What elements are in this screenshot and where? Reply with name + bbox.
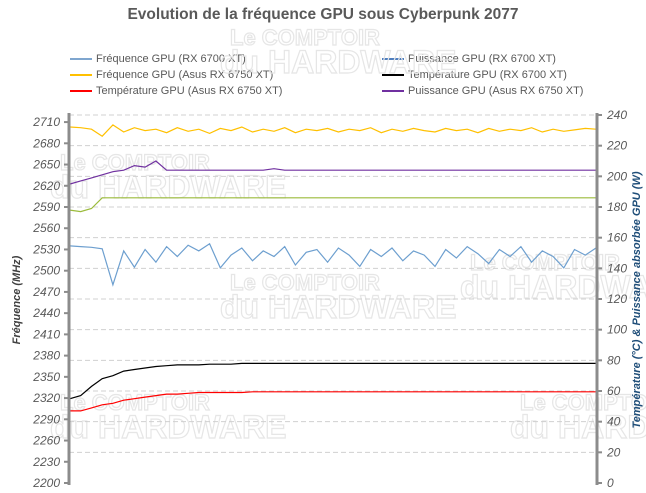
y-tick-label: 2410 bbox=[32, 327, 60, 341]
y2-tick-label: 80 bbox=[607, 353, 621, 367]
y2-tick-label: 100 bbox=[607, 323, 627, 337]
y2-tick-label: 160 bbox=[607, 231, 627, 245]
y2-tick-label: 140 bbox=[607, 261, 627, 275]
legend-item-power-6750xt: Puissance GPU (Asus RX 6750 XT) bbox=[382, 83, 583, 99]
y-tick-label: 2200 bbox=[32, 476, 60, 490]
series-line bbox=[69, 362, 596, 400]
legend-item-freq-6750xt: Fréquence GPU (Asus RX 6750 XT) bbox=[70, 67, 273, 83]
y-tick-label: 2380 bbox=[32, 349, 60, 363]
y-tick-label: 2620 bbox=[32, 179, 60, 193]
watermark-text: Le COMPTOIR bbox=[470, 250, 620, 275]
series-lines bbox=[69, 124, 597, 412]
y-tick-label: 2710 bbox=[32, 115, 60, 129]
watermark-text: du HARDWARE bbox=[220, 44, 456, 80]
axes: 2200223022602290232023502380241024402470… bbox=[32, 108, 627, 490]
legend-swatch bbox=[70, 58, 92, 60]
y-tick-label: 2440 bbox=[32, 306, 60, 320]
legend-label: Fréquence GPU (Asus RX 6750 XT) bbox=[96, 69, 274, 81]
legend-swatch bbox=[382, 90, 404, 92]
legend-item-temp-6750xt: Température GPU (Asus RX 6750 XT) bbox=[70, 83, 282, 99]
y2-tick-label: 200 bbox=[606, 169, 627, 183]
series-line bbox=[70, 391, 596, 412]
y-tick-label: 2320 bbox=[32, 391, 60, 405]
gridlines bbox=[69, 114, 597, 453]
watermark-text: Le COMPTOIR bbox=[60, 150, 210, 175]
y-tick-label: 2530 bbox=[32, 242, 60, 256]
legend-swatch bbox=[382, 74, 404, 76]
y-axis-title: Fréquence (MHz) bbox=[11, 255, 23, 344]
legend-item-freq-6700xt: Fréquence GPU (RX 6700 XT) bbox=[70, 51, 246, 67]
y2-axis-title: Température (°C) & Puissance absorbée GP… bbox=[631, 171, 643, 428]
y-tick-label: 2590 bbox=[32, 200, 60, 214]
legend-swatch bbox=[70, 90, 92, 92]
watermark-text: du HARDWARE bbox=[220, 289, 456, 325]
y-tick-label: 2350 bbox=[32, 370, 60, 384]
y2-tick-label: 60 bbox=[607, 384, 621, 398]
watermark-text: Le COMPTOIR bbox=[230, 25, 380, 50]
legend-item-temp-6700xt: Température GPU (RX 6700 XT) bbox=[382, 67, 567, 83]
legend-label: Puissance GPU (Asus RX 6750 XT) bbox=[408, 85, 584, 97]
y-tick-label: 2680 bbox=[32, 136, 60, 150]
y-tick-label: 2500 bbox=[32, 264, 60, 278]
legend-label: Puissance GPU (RX 6700 XT) bbox=[408, 53, 556, 65]
y-tick-label: 2260 bbox=[32, 434, 60, 448]
chart-title: Evolution de la fréquence GPU sous Cyber… bbox=[127, 6, 519, 23]
watermark-text: du HARDWARE bbox=[50, 409, 286, 445]
series-line bbox=[69, 242, 597, 287]
y-tick-label: 2560 bbox=[32, 221, 60, 235]
legend-label: Température GPU (Asus RX 6750 XT) bbox=[96, 85, 283, 97]
watermark-text: Le COMPTOIR bbox=[520, 390, 646, 415]
y2-tick-label: 20 bbox=[606, 445, 621, 459]
y2-tick-label: 40 bbox=[607, 415, 621, 429]
legend-item-power-6700xt: Puissance GPU (RX 6700 XT) bbox=[382, 51, 556, 67]
watermark-text: du HARDWARE bbox=[50, 169, 286, 205]
series-line bbox=[69, 160, 596, 185]
y-tick-label: 2470 bbox=[32, 285, 60, 299]
legend-swatch bbox=[382, 58, 404, 60]
legend-label: Fréquence GPU (RX 6700 XT) bbox=[96, 53, 246, 65]
legend-label: Température GPU (RX 6700 XT) bbox=[408, 69, 567, 81]
series-line bbox=[69, 124, 597, 137]
watermark-text: du HARDWARE bbox=[510, 409, 646, 445]
y2-tick-label: 220 bbox=[606, 139, 627, 153]
y-tick-label: 2650 bbox=[32, 158, 60, 172]
y2-tick-label: 180 bbox=[607, 200, 627, 214]
y2-tick-label: 120 bbox=[607, 292, 627, 306]
y-tick-label: 2230 bbox=[32, 455, 60, 469]
y2-tick-label: 0 bbox=[607, 476, 614, 490]
y-tick-label: 2290 bbox=[32, 412, 60, 426]
legend-swatch bbox=[70, 74, 92, 76]
y2-tick-label: 240 bbox=[606, 108, 627, 122]
series-line bbox=[69, 197, 596, 213]
watermark-text: Le COMPTOIR bbox=[230, 270, 380, 295]
